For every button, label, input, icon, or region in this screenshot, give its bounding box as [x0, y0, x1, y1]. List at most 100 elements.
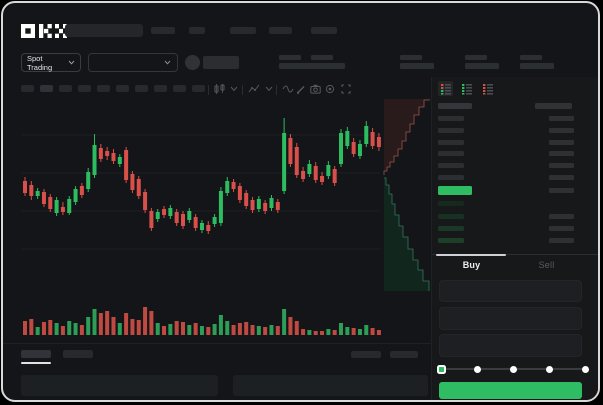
- price-field[interactable]: [439, 280, 582, 302]
- slider-handle[interactable]: [436, 364, 446, 374]
- interval-placeholder[interactable]: [78, 85, 91, 92]
- okx-logo-icon: [21, 24, 67, 38]
- order-book-row[interactable]: [432, 128, 592, 140]
- order-book-row[interactable]: [432, 103, 592, 115]
- slider-stop[interactable]: [509, 365, 517, 373]
- bid-price-placeholder: [438, 214, 464, 219]
- book-view-combined-icon[interactable]: [438, 81, 453, 96]
- interval-placeholder[interactable]: [40, 85, 53, 92]
- bottom-panel-placeholder: [21, 375, 218, 396]
- ask-price-placeholder: [438, 116, 464, 121]
- buy-tab-indicator: [436, 253, 506, 256]
- settings-icon[interactable]: [325, 84, 335, 94]
- interval-placeholder[interactable]: [97, 85, 110, 92]
- market-mode-label: Spot Trading: [27, 53, 53, 72]
- nav-item-placeholder[interactable]: [189, 27, 205, 34]
- book-view-asks-icon[interactable]: [480, 81, 495, 96]
- nav-item-placeholder[interactable]: [230, 27, 256, 34]
- pair-name-placeholder[interactable]: [203, 56, 239, 69]
- order-book-row[interactable]: [432, 226, 592, 238]
- bottom-tab[interactable]: [63, 350, 93, 358]
- interval-placeholder[interactable]: [21, 85, 34, 92]
- bottom-tab-active-underline: [21, 362, 51, 364]
- candle-style-icon[interactable]: [214, 84, 225, 94]
- stat-label-placeholder: [279, 55, 301, 60]
- nav-item-placeholder[interactable]: [151, 27, 175, 34]
- interval-placeholder[interactable]: [154, 85, 167, 92]
- order-book-row[interactable]: [432, 140, 592, 152]
- interval-placeholder[interactable]: [135, 85, 148, 92]
- book-view-bids-icon[interactable]: [459, 81, 474, 96]
- order-book-row[interactable]: [432, 116, 592, 128]
- pair-selector[interactable]: [88, 53, 178, 72]
- stat-value-placeholder: [279, 63, 313, 69]
- chart-divider: [3, 343, 431, 344]
- order-book-row[interactable]: [432, 151, 592, 163]
- nav-item-placeholder[interactable]: [269, 27, 292, 34]
- bottom-action-placeholder[interactable]: [351, 351, 381, 358]
- stat-label-placeholder: [400, 55, 422, 60]
- slider-stop[interactable]: [581, 365, 589, 373]
- chevron-down-icon[interactable]: [230, 86, 238, 92]
- bottom-tab-active[interactable]: [21, 350, 51, 358]
- bid-price-placeholder: [438, 226, 464, 231]
- chevron-down-icon: [68, 60, 75, 65]
- line-wave-icon[interactable]: [282, 85, 294, 93]
- stat-value-placeholder: [520, 63, 554, 69]
- bid-price-placeholder: [438, 238, 464, 243]
- ask-price-placeholder: [438, 175, 464, 180]
- chevron-down-icon[interactable]: [265, 86, 273, 92]
- price-chart[interactable]: [3, 99, 431, 343]
- stat-value-placeholder: [400, 63, 434, 69]
- market-mode-dropdown[interactable]: Spot Trading: [21, 53, 81, 72]
- ask-price-placeholder: [438, 163, 464, 168]
- order-book-row[interactable]: [432, 201, 592, 213]
- amount-placeholder: [549, 214, 574, 219]
- bottom-action-placeholder[interactable]: [390, 351, 418, 358]
- interval-placeholder[interactable]: [116, 85, 129, 92]
- nav-item-placeholder[interactable]: [311, 27, 337, 34]
- book-col-amount-header: [535, 103, 572, 109]
- interval-placeholder[interactable]: [59, 85, 72, 92]
- indicators-icon[interactable]: [248, 84, 260, 94]
- draw-icon[interactable]: [296, 84, 306, 94]
- order-book-row[interactable]: [432, 214, 592, 226]
- book-col-price-header: [438, 103, 472, 109]
- stat-value-placeholder: [311, 63, 345, 69]
- amount-placeholder: [549, 238, 574, 243]
- last-price-badge: [438, 186, 472, 195]
- amount-field[interactable]: [439, 307, 582, 330]
- okx-logo[interactable]: [21, 24, 67, 38]
- ask-price-placeholder: [438, 151, 464, 156]
- amount-placeholder: [549, 226, 574, 231]
- coin-avatar: [185, 55, 200, 70]
- tab-buy[interactable]: Buy: [462, 260, 481, 270]
- tab-sell[interactable]: Sell: [538, 260, 555, 270]
- order-book-trade-panel: Buy Sell: [431, 77, 598, 400]
- total-field[interactable]: [439, 334, 582, 357]
- amount-placeholder: [549, 188, 574, 193]
- interval-placeholder[interactable]: [192, 85, 205, 92]
- order-book-row[interactable]: [432, 175, 592, 187]
- fullscreen-icon[interactable]: [341, 84, 351, 94]
- interval-placeholder[interactable]: [173, 85, 186, 92]
- order-book-row[interactable]: [432, 163, 592, 175]
- amount-placeholder: [549, 116, 574, 121]
- camera-icon[interactable]: [310, 84, 321, 94]
- slider-stop[interactable]: [545, 365, 553, 373]
- bid-price-placeholder: [438, 201, 464, 206]
- order-book-row[interactable]: [432, 238, 592, 250]
- amount-placeholder: [549, 151, 574, 156]
- amount-placeholder: [549, 175, 574, 180]
- search-input[interactable]: [65, 24, 143, 37]
- order-book-row[interactable]: [432, 186, 592, 198]
- amount-placeholder: [549, 140, 574, 145]
- stat-label-placeholder: [465, 55, 487, 60]
- buy-submit-button[interactable]: [439, 382, 582, 399]
- tabs-divider: [432, 254, 598, 255]
- slider-stop[interactable]: [473, 365, 481, 373]
- bottom-panel-placeholder: [233, 375, 428, 396]
- ask-price-placeholder: [438, 128, 464, 133]
- stat-label-placeholder: [520, 55, 542, 60]
